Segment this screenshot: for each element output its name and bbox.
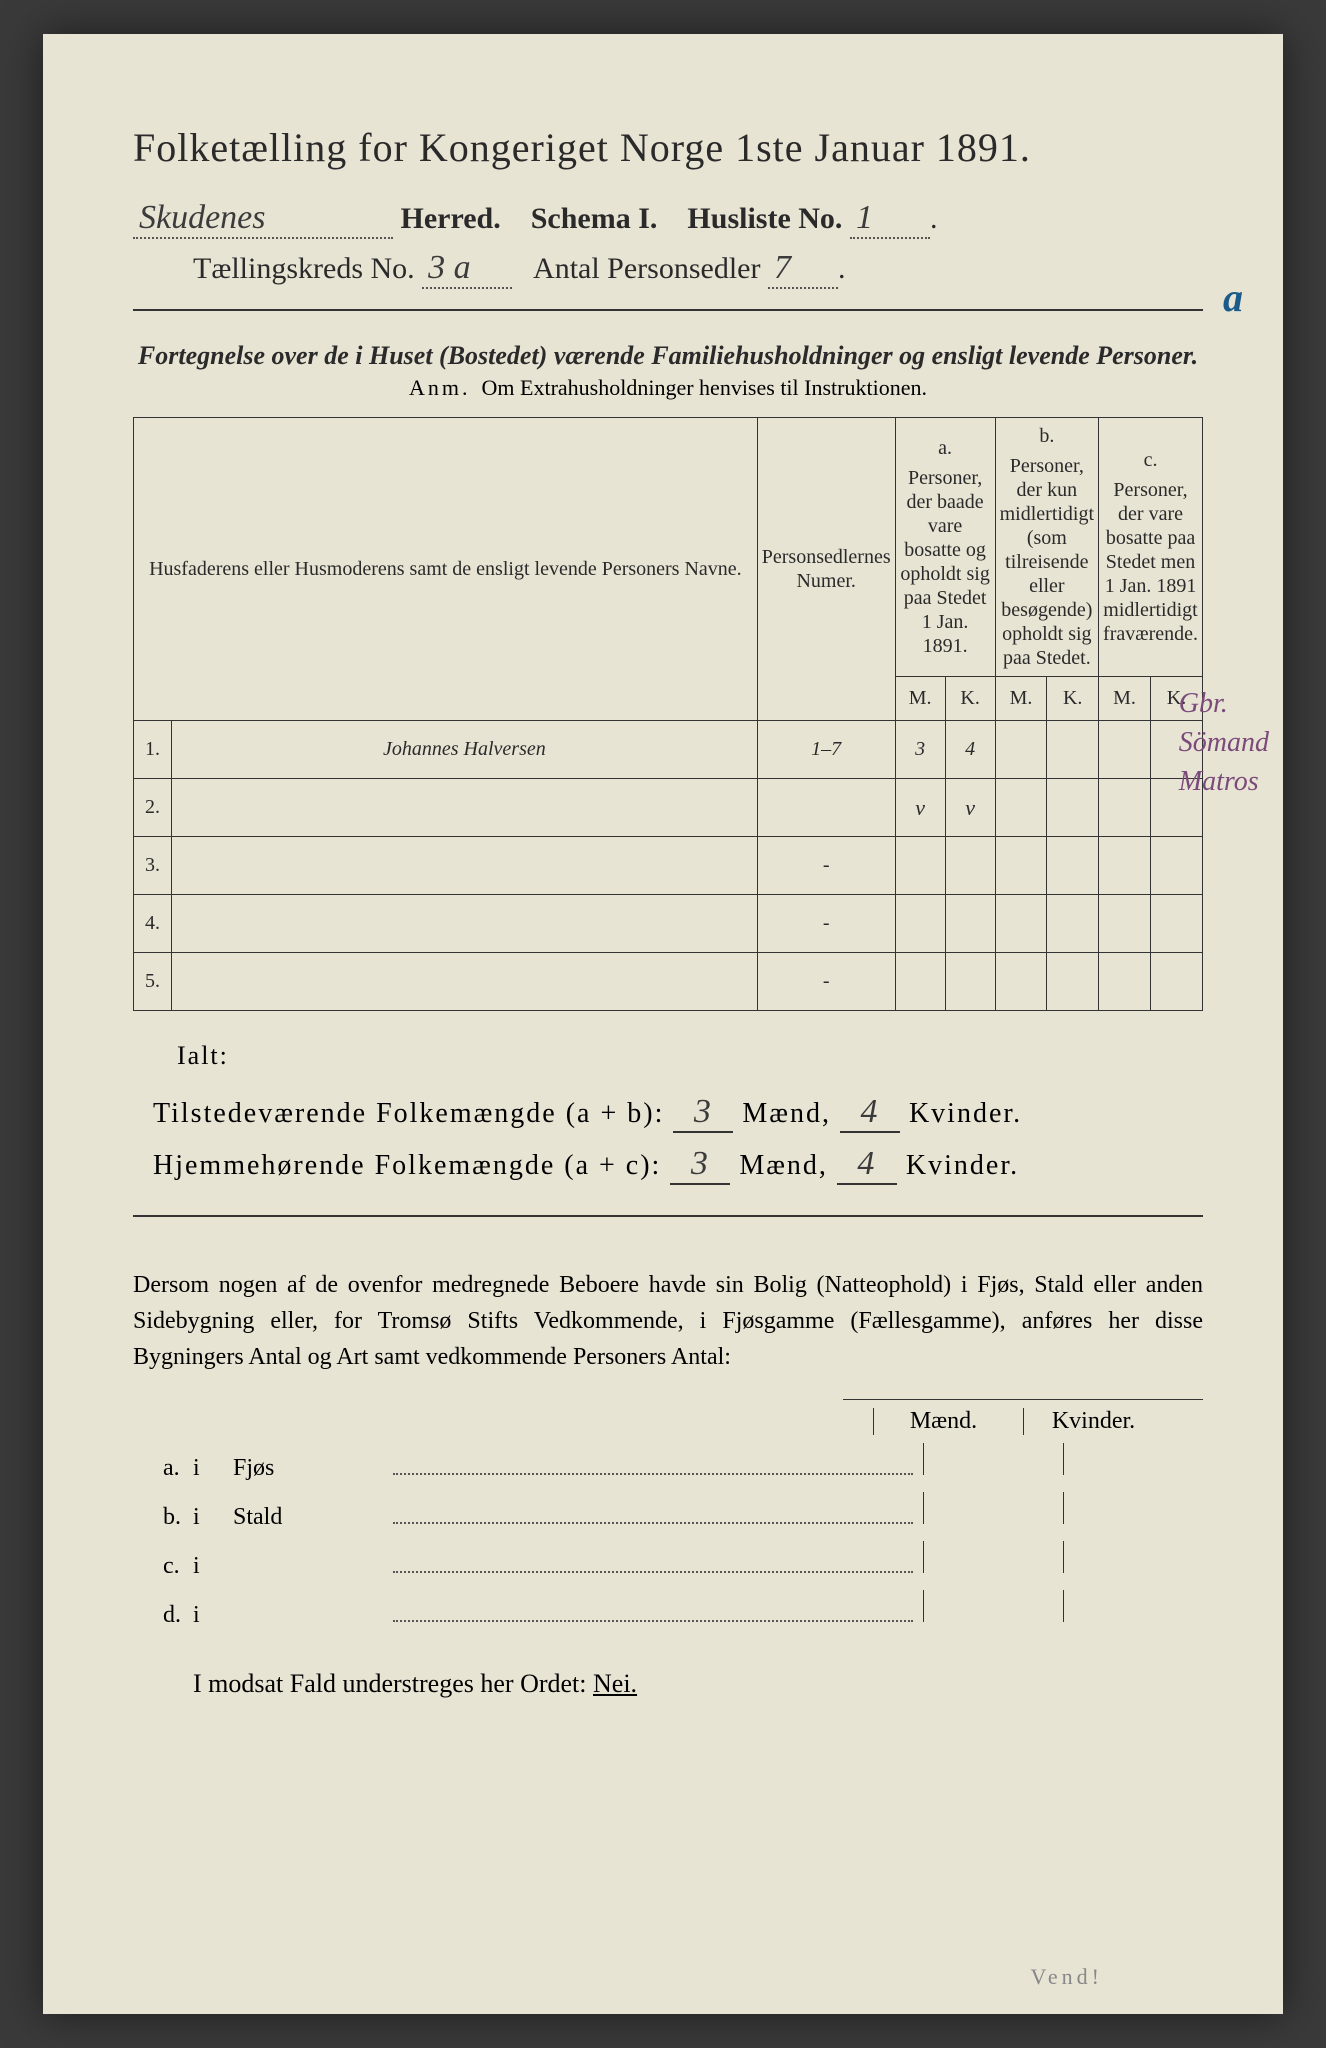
nei-line: I modsat Fald understreges her Ordet: Ne…: [133, 1669, 1203, 1699]
page-title: Folketælling for Kongeriget Norge 1ste J…: [133, 124, 1203, 171]
table-row: 2. v v: [134, 779, 1203, 837]
anm-label: Anm.: [409, 375, 471, 400]
mk-divider: [843, 1399, 1203, 1400]
table-row: 4. -: [134, 895, 1203, 953]
building-row: c. i: [133, 1541, 1203, 1580]
margin-note-2: Sömand: [1179, 723, 1269, 762]
col-c: c. Personer, der vare bosatte paa Stedet…: [1099, 418, 1203, 677]
kreds-no: 3 a: [422, 249, 512, 289]
antal-val: 7: [768, 249, 838, 289]
husliste-no: 1: [850, 199, 930, 239]
sum-tilstede-k: 4: [840, 1093, 900, 1133]
col-a: a. Personer, der baade vare bosatte og o…: [895, 418, 995, 677]
ialt-label: Ialt:: [177, 1041, 1203, 1071]
col-b: b. Personer, der kun midlertidigt (som t…: [995, 418, 1098, 677]
kreds-label: Tællingskreds No.: [193, 252, 415, 285]
col-a-m: M.: [895, 677, 945, 721]
building-paragraph: Dersom nogen af de ovenfor medregnede Be…: [133, 1267, 1203, 1375]
building-row: d. i: [133, 1590, 1203, 1629]
sum-hjemme-m: 3: [670, 1145, 730, 1185]
table-row: 1. Johannes Halversen 1–7 3 4: [134, 721, 1203, 779]
table-row: 3. -: [134, 837, 1203, 895]
nei-word: Nei.: [593, 1669, 637, 1698]
building-row: a. i Fjøs: [133, 1443, 1203, 1482]
sum-tilstede-m: 3: [673, 1093, 733, 1133]
herred-name: Skudenes: [133, 199, 393, 239]
antal-label: Antal Personsedler: [533, 252, 760, 285]
anm-line: Anm. Om Extrahusholdninger henvises til …: [133, 375, 1203, 401]
kreds-line: Tællingskreds No. 3 a Antal Personsedler…: [133, 249, 1203, 289]
col-b-k: K.: [1047, 677, 1099, 721]
col-c-m: M.: [1099, 677, 1151, 721]
col-a-k: K.: [945, 677, 995, 721]
household-name: Johannes Halversen: [172, 721, 758, 779]
mk-header: Mænd. Kvinder.: [133, 1408, 1203, 1435]
margin-mark-a: a: [1223, 274, 1243, 321]
herred-label: Herred.: [401, 202, 501, 235]
sum-tilstede: Tilstedeværende Folkemængde (a + b): 3 M…: [133, 1093, 1203, 1133]
section-heading: Fortegnelse over de i Huset (Bostedet) v…: [133, 341, 1203, 371]
schema-label: Schema I.: [531, 202, 658, 235]
husliste-label: Husliste No.: [687, 202, 842, 235]
divider-1: [133, 309, 1203, 311]
building-row: b. i Stald: [133, 1492, 1203, 1531]
vend-label: Vend!: [1030, 1964, 1103, 1990]
col-b-m: M.: [995, 677, 1047, 721]
table-header-row-1: Husfaderens eller Husmoderens samt de en…: [134, 418, 1203, 677]
mk-m: Mænd.: [873, 1408, 1013, 1435]
table-row: 5. -: [134, 953, 1203, 1011]
col-names: Husfaderens eller Husmoderens samt de en…: [134, 418, 758, 721]
mk-k: Kvinder.: [1023, 1408, 1163, 1435]
sum-hjemme-k: 4: [837, 1145, 897, 1185]
herred-line: Skudenes Herred. Schema I. Husliste No. …: [133, 199, 1203, 239]
divider-2: [133, 1215, 1203, 1217]
census-form-page: Folketælling for Kongeriget Norge 1ste J…: [43, 34, 1283, 2014]
col-numer: Personsedlernes Numer.: [757, 418, 895, 721]
margin-note-3: Matros: [1179, 762, 1269, 801]
margin-note-1: Gbr.: [1179, 684, 1269, 723]
household-table: Husfaderens eller Husmoderens samt de en…: [133, 417, 1203, 1011]
anm-text: Om Extrahusholdninger henvises til Instr…: [482, 375, 927, 400]
margin-notes: Gbr. Sömand Matros: [1179, 684, 1269, 802]
sum-hjemme: Hjemmehørende Folkemængde (a + c): 3 Mæn…: [133, 1145, 1203, 1185]
